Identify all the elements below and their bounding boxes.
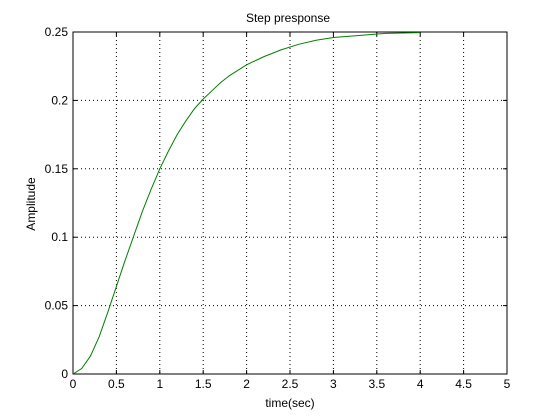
axis-ticks: 0 0.5 1 1.5 2 2.5 3 3.5 4 4.5 5 0 0.05 0.1 0.15 0.2 0.25	[45, 25, 511, 391]
x-axis-label: time(sec)	[265, 396, 314, 410]
y-tick-label: 0	[61, 367, 68, 381]
x-tick-label: 3.5	[368, 377, 385, 391]
x-tick-label: 3	[330, 377, 337, 391]
x-tick-label: 2.5	[282, 377, 299, 391]
x-tick-label: 0.5	[108, 377, 125, 391]
grid-lines	[73, 32, 507, 374]
series-layer	[72, 32, 421, 375]
y-tick-label: 0.2	[51, 93, 68, 107]
plot-area	[72, 31, 508, 375]
x-tick-label: 4.5	[455, 377, 472, 391]
x-tick-label: 1.5	[195, 377, 212, 391]
x-tick-label: 1	[156, 377, 163, 391]
x-tick-label: 5	[504, 377, 511, 391]
y-tick-label: 0.05	[45, 299, 69, 313]
x-tick-label: 2	[243, 377, 250, 391]
x-tick-label: 0	[70, 377, 77, 391]
y-tick-label: 0.1	[51, 230, 68, 244]
chart-title: Step presponse	[246, 11, 330, 25]
y-axis-label: Amplitude	[24, 177, 38, 231]
y-tick-label: 0.25	[45, 25, 69, 39]
x-tick-label: 4	[417, 377, 424, 391]
y-tick-label: 0.15	[45, 162, 69, 176]
series-line	[72, 32, 421, 375]
